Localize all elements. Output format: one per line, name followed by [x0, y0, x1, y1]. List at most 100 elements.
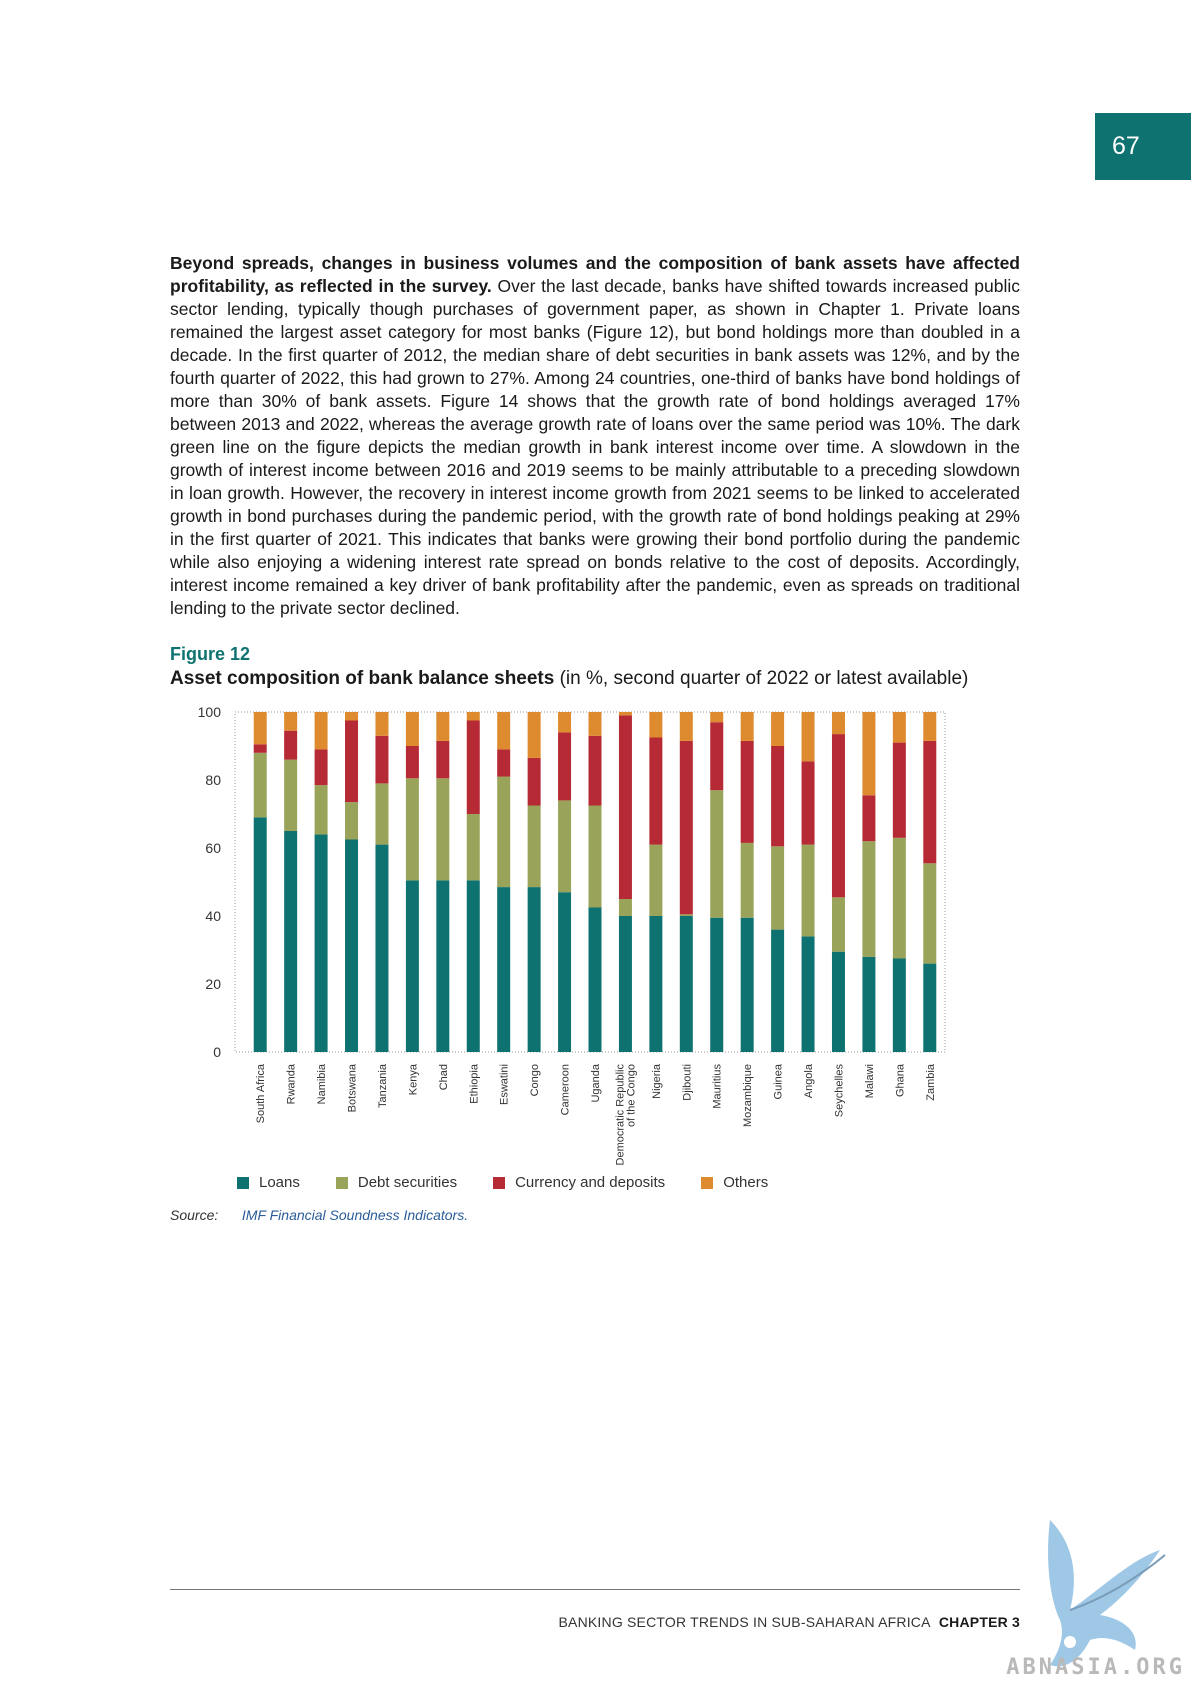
bar-segment-others: [649, 712, 663, 738]
bar-segment-debt-securities: [466, 814, 480, 881]
bar-segment-loans: [345, 839, 359, 1052]
bar-segment-debt-securities: [558, 800, 572, 893]
bar-segment-loans: [314, 834, 328, 1052]
bar-segment-currency-and-deposits: [679, 740, 693, 915]
bar-segment-loans: [284, 831, 298, 1052]
bar-segment-debt-securities: [527, 805, 541, 888]
x-category-label: Tanzania: [377, 1063, 389, 1108]
bar-segment-debt-securities: [862, 841, 876, 957]
x-category-label: Ethiopia: [468, 1063, 480, 1104]
x-category-label: Zambia: [925, 1063, 937, 1101]
x-category-label: Eswatini: [499, 1064, 511, 1105]
bar-segment-others: [588, 712, 602, 736]
bar-segment-others: [801, 712, 815, 762]
y-tick-label: 60: [205, 840, 221, 856]
footer-divider: [170, 1589, 1020, 1590]
bar-segment-others: [740, 712, 754, 741]
watermark: ABNASIA.ORG: [1006, 1655, 1185, 1680]
bar-segment-others: [771, 712, 785, 746]
bar-segment-loans: [527, 887, 541, 1052]
body-lead-bold: Beyond spreads, changes in business volu…: [170, 253, 1020, 296]
bar-segment-loans: [436, 880, 450, 1052]
x-category-label: Mauritius: [712, 1064, 724, 1109]
x-category-label: Mozambique: [742, 1064, 754, 1127]
bar-segment-others: [831, 712, 845, 735]
bar-segment-loans: [405, 880, 419, 1052]
bar-segment-debt-securities: [345, 802, 359, 840]
x-category-label: Malawi: [864, 1064, 876, 1098]
bar-segment-others: [314, 712, 328, 750]
stacked-bar-chart: 0 20 40 60 80 100 South Africa Rwanda Namibia Bot…: [198, 704, 946, 1165]
griffin-logo-icon: [1048, 1520, 1166, 1667]
bar-segment-debt-securities: [710, 790, 724, 918]
source-label: Source:: [170, 1207, 219, 1223]
bar-segment-others: [284, 712, 298, 731]
figure-title-bold: Asset composition of bank balance sheets: [170, 668, 555, 689]
bar-segment-loans: [771, 929, 785, 1052]
x-category-label: Djibouti: [681, 1064, 693, 1101]
bar-segment-loans: [558, 892, 572, 1052]
x-category-label: Cameroon: [560, 1064, 572, 1115]
bar-segment-debt-securities: [497, 776, 511, 888]
bar-segment-currency-and-deposits: [497, 749, 511, 777]
x-category-label: Guinea: [773, 1063, 785, 1099]
figure-title-rest: (in %, second quarter of 2022 or latest …: [554, 668, 969, 689]
x-category-label: Congo: [529, 1064, 541, 1096]
legend-swatch: [237, 1176, 249, 1189]
legend-label: Currency and deposits: [515, 1174, 666, 1191]
bar-segment-others: [892, 712, 906, 743]
chart-legend: Loans Debt securities Currency and deposit…: [237, 1174, 804, 1191]
bar-segment-currency-and-deposits: [314, 749, 328, 786]
bar-segment-debt-securities: [314, 785, 328, 835]
bar-segment-loans: [679, 916, 693, 1052]
legend-item: Debt securities: [335, 1174, 458, 1191]
legend-item: Loans: [237, 1174, 300, 1191]
bar-segment-debt-securities: [436, 778, 450, 881]
bar-segment-currency-and-deposits: [892, 742, 906, 838]
bar-segment-debt-securities: [618, 899, 632, 916]
x-category-label: Kenya: [407, 1063, 419, 1095]
bar-segment-loans: [923, 963, 937, 1052]
bar-segment-currency-and-deposits: [862, 795, 876, 842]
bar-segment-others: [345, 712, 359, 721]
y-tick-label: 0: [213, 1044, 221, 1060]
legend-item: Others: [701, 1174, 768, 1191]
x-category-label: Uganda: [590, 1063, 602, 1102]
bar-segment-others: [862, 712, 876, 796]
y-tick-label: 80: [205, 772, 221, 788]
body-text: Over the last decade, banks have shifted…: [170, 276, 1020, 618]
bar-segment-debt-securities: [679, 914, 693, 916]
bar-segment-loans: [618, 916, 632, 1052]
bar-segment-loans: [497, 887, 511, 1052]
bar-segment-currency-and-deposits: [740, 740, 754, 843]
figure-label: Figure 12: [170, 644, 251, 664]
x-category-label: Botswana: [347, 1063, 359, 1112]
bar-segment-loans: [649, 916, 663, 1052]
bar-segment-currency-and-deposits: [253, 744, 267, 753]
bar-segment-loans: [862, 956, 876, 1052]
legend-label: Debt securities: [357, 1174, 458, 1191]
bar-segment-debt-securities: [831, 897, 845, 952]
bar-segment-debt-securities: [375, 783, 389, 845]
bar-segment-others: [253, 712, 267, 745]
bar-segment-currency-and-deposits: [801, 761, 815, 845]
source-note: Source: IMF Financial Soundness Indicato…: [170, 1207, 468, 1223]
bar-segment-currency-and-deposits: [588, 735, 602, 806]
bar-segment-currency-and-deposits: [345, 720, 359, 803]
bar-segment-loans: [588, 907, 602, 1052]
y-tick-label: 40: [205, 908, 221, 924]
bar-segment-currency-and-deposits: [710, 722, 724, 791]
legend-swatch: [493, 1176, 506, 1189]
bar-segment-debt-securities: [740, 842, 754, 918]
bar-segment-loans: [831, 951, 845, 1052]
bar-segment-loans: [740, 917, 754, 1052]
bar-segment-currency-and-deposits: [649, 737, 663, 845]
bar-segment-loans: [801, 936, 815, 1052]
page-number: 67: [1112, 132, 1140, 160]
footer-title: BANKING SECTOR TRENDS IN SUB-SAHARAN AFR…: [558, 1614, 931, 1630]
bar-segment-others: [436, 712, 450, 741]
bar-segment-currency-and-deposits: [436, 740, 450, 779]
bar-segment-others: [558, 712, 572, 733]
bar-segment-others: [618, 712, 632, 716]
bar-segment-others: [710, 712, 724, 723]
